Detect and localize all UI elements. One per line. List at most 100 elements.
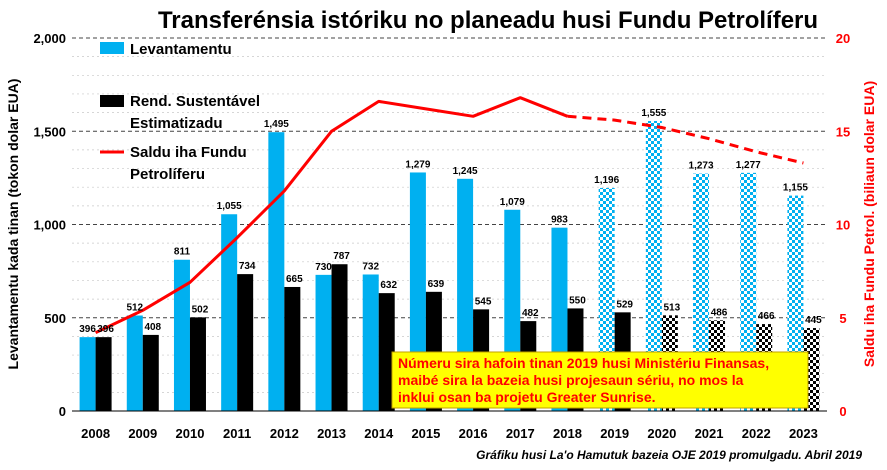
x-tick-label: 2021 bbox=[695, 426, 724, 441]
x-axis-ticks: 2008 2009 2010 2011 2012 2013 2014 2015 2016 2017… bbox=[81, 426, 818, 441]
x-tick-label: 2010 bbox=[176, 426, 205, 441]
y-tick-label: 1,500 bbox=[33, 124, 66, 139]
data-label-levantamentu: 1,155 bbox=[783, 183, 808, 194]
bar-rendimentu bbox=[142, 334, 159, 411]
data-label-rendimentu: 787 bbox=[333, 251, 350, 262]
y-tick-label: 2,000 bbox=[33, 31, 66, 46]
x-tick-label: 2008 bbox=[81, 426, 110, 441]
x-tick-label: 2022 bbox=[742, 426, 771, 441]
bar-levantamentu bbox=[268, 132, 285, 411]
bar-rendimentu bbox=[284, 286, 301, 411]
data-label-rendimentu: 513 bbox=[664, 302, 681, 313]
x-tick-label: 2009 bbox=[128, 426, 157, 441]
bar-levantamentu bbox=[362, 274, 379, 411]
x-tick-label: 2019 bbox=[600, 426, 629, 441]
data-label-rendimentu: 529 bbox=[616, 299, 633, 310]
bar-levantamentu bbox=[645, 120, 662, 412]
left-axis-ticks: 0 500 1,000 1,500 2,000 bbox=[33, 31, 66, 419]
data-label-rendimentu: 396 bbox=[97, 324, 114, 335]
bar-rendimentu bbox=[237, 274, 254, 411]
x-tick-label: 2012 bbox=[270, 426, 299, 441]
x-tick-label: 2014 bbox=[364, 426, 394, 441]
bar-levantamentu bbox=[315, 274, 332, 411]
data-label-rendimentu: 486 bbox=[711, 307, 728, 318]
data-label-levantamentu: 396 bbox=[79, 324, 96, 335]
y-tick-label: 1,000 bbox=[33, 218, 66, 233]
legend-swatch-levantamentu bbox=[100, 42, 124, 54]
bar-levantamentu bbox=[409, 172, 426, 411]
data-label-levantamentu: 1,555 bbox=[641, 108, 666, 119]
legend-label-rendimentu-line2: Estimatizadu bbox=[130, 115, 223, 132]
legend-label-saldu-line2: Petrolíferu bbox=[130, 166, 205, 183]
data-label-rendimentu: 482 bbox=[522, 308, 539, 319]
series-line-saldu-dashed bbox=[567, 114, 804, 165]
y2-tick-label: 10 bbox=[836, 218, 850, 233]
legend: Levantamentu Rend. Sustentável Estimatiz… bbox=[100, 41, 260, 183]
legend-swatch-rendimentu bbox=[100, 95, 124, 107]
data-label-rendimentu: 632 bbox=[380, 280, 397, 291]
data-label-levantamentu: 1,196 bbox=[594, 175, 619, 186]
y2-tick-label: 20 bbox=[836, 31, 850, 46]
bar-rendimentu bbox=[378, 293, 395, 411]
left-axis-label: Levantamentu kada tinan (tokon dolar EUA… bbox=[5, 79, 21, 370]
data-label-rendimentu: 408 bbox=[144, 322, 161, 333]
right-axis-label: Saldu iha Fundu Petrol. (biliaun dolar E… bbox=[861, 81, 877, 367]
data-label-levantamentu: 811 bbox=[174, 247, 191, 258]
data-label-levantamentu: 512 bbox=[126, 303, 143, 314]
data-label-levantamentu: 1,079 bbox=[500, 197, 525, 208]
footer-source: Gráfiku husi La'o Hamutuk bazeia OJE 201… bbox=[476, 448, 862, 462]
note-line-3: inklui osan ba projetu Greater Sunrise. bbox=[398, 389, 656, 405]
bar-rendimentu bbox=[331, 264, 348, 411]
bar-rendimentu bbox=[189, 317, 206, 411]
x-tick-label: 2020 bbox=[647, 426, 676, 441]
bar-levantamentu bbox=[79, 337, 96, 411]
bars bbox=[79, 120, 820, 412]
legend-label-rendimentu-line1: Rend. Sustentável bbox=[130, 93, 260, 110]
bar-levantamentu bbox=[221, 214, 238, 411]
x-tick-label: 2017 bbox=[506, 426, 535, 441]
x-tick-label: 2016 bbox=[459, 426, 488, 441]
data-label-levantamentu: 1,273 bbox=[689, 161, 714, 172]
note-box: Númeru sira hafoin tinan 2019 husi Minis… bbox=[391, 351, 809, 409]
data-label-rendimentu: 445 bbox=[805, 315, 822, 326]
x-tick-label: 2011 bbox=[223, 426, 251, 441]
series-line-saldu-solid bbox=[94, 96, 569, 335]
data-label-rendimentu: 550 bbox=[569, 295, 586, 306]
data-label-rendimentu: 466 bbox=[758, 311, 775, 322]
data-label-levantamentu: 732 bbox=[362, 261, 379, 272]
y2-tick-label: 0 bbox=[839, 404, 846, 419]
data-label-levantamentu: 1,279 bbox=[405, 159, 430, 170]
legend-label-saldu-line1: Saldu iha Fundu bbox=[130, 144, 247, 161]
data-label-levantamentu: 1,277 bbox=[736, 160, 761, 171]
y-tick-label: 0 bbox=[59, 404, 66, 419]
data-label-rendimentu: 545 bbox=[475, 296, 492, 307]
bar-levantamentu bbox=[740, 172, 757, 411]
y-tick-label: 500 bbox=[44, 311, 66, 326]
x-tick-label: 2013 bbox=[317, 426, 346, 441]
data-label-levantamentu: 983 bbox=[551, 215, 568, 226]
data-label-levantamentu: 730 bbox=[315, 262, 332, 273]
bar-levantamentu bbox=[126, 315, 143, 411]
note-background bbox=[391, 351, 809, 409]
data-label-rendimentu: 734 bbox=[239, 261, 256, 272]
y2-tick-label: 15 bbox=[836, 124, 850, 139]
data-label-levantamentu: 1,495 bbox=[264, 119, 289, 130]
data-label-rendimentu: 639 bbox=[428, 279, 445, 290]
note-line-2: maibé sira la bazeia husi projesaun séri… bbox=[398, 372, 744, 388]
chart-title: Transferénsia istóriku no planeadu husi … bbox=[158, 7, 818, 34]
data-label-rendimentu: 502 bbox=[192, 304, 209, 315]
right-axis-ticks: 0 5 10 15 20 bbox=[836, 31, 850, 419]
x-tick-label: 2018 bbox=[553, 426, 582, 441]
data-label-levantamentu: 1,245 bbox=[453, 166, 478, 177]
y2-tick-label: 5 bbox=[839, 311, 846, 326]
x-tick-label: 2023 bbox=[789, 426, 818, 441]
legend-label-levantamentu: Levantamentu bbox=[130, 41, 232, 58]
x-tick-label: 2015 bbox=[411, 426, 440, 441]
balance-line bbox=[94, 96, 804, 335]
note-line-1: Númeru sira hafoin tinan 2019 husi Minis… bbox=[398, 355, 769, 371]
bar-levantamentu bbox=[173, 259, 190, 411]
data-label-levantamentu: 1,055 bbox=[217, 201, 242, 212]
data-label-rendimentu: 665 bbox=[286, 274, 303, 285]
